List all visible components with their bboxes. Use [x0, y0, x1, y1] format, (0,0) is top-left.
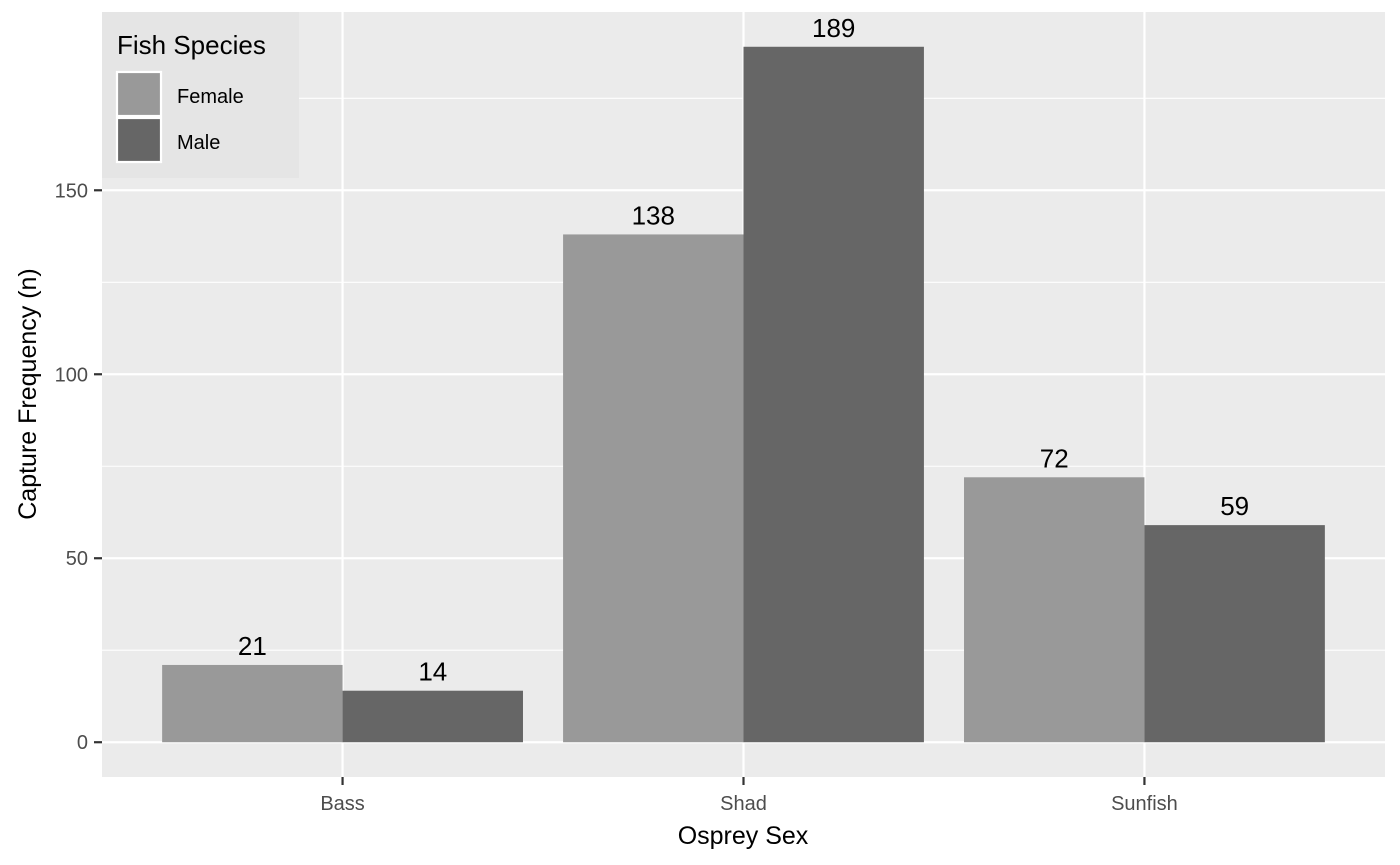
bar-sunfish-male	[1144, 525, 1325, 743]
legend-label-male: Male	[177, 132, 220, 154]
bar-shad-male	[743, 46, 924, 743]
bars	[162, 46, 1325, 743]
data-label-bass-female: 21	[238, 631, 267, 661]
legend-title: Fish Species	[117, 30, 266, 60]
data-label-sunfish-female: 72	[1040, 443, 1069, 473]
y-tick-label: 150	[55, 180, 88, 202]
legend-label-female: Female	[177, 86, 244, 108]
y-tick-label: 0	[77, 732, 88, 754]
y-axis: 0 50 100 150	[55, 180, 102, 754]
data-labels: 21 14 138 189 72 59	[238, 13, 1249, 687]
legend-key-female	[115, 70, 163, 118]
y-axis-title: Capture Frequency (n)	[14, 268, 42, 520]
x-tick-label-shad: Shad	[720, 793, 767, 815]
x-axis: Bass Shad Sunfish	[320, 777, 1178, 815]
data-label-sunfish-male: 59	[1220, 491, 1249, 521]
legend-key-male	[115, 116, 163, 164]
y-tick-label: 100	[55, 364, 88, 386]
data-label-shad-male: 189	[812, 13, 855, 43]
bar-sunfish-female	[964, 477, 1145, 743]
bar-bass-male	[342, 690, 523, 743]
legend: Fish Species Female Male	[102, 12, 299, 178]
data-label-shad-female: 138	[632, 200, 675, 230]
y-tick-label: 50	[66, 548, 88, 570]
x-tick-label-bass: Bass	[320, 793, 364, 815]
bar-shad-female	[563, 234, 744, 743]
x-axis-title: Osprey Sex	[678, 822, 809, 850]
bar-bass-female	[162, 664, 343, 743]
x-tick-label-sunfish: Sunfish	[1111, 793, 1178, 815]
data-label-bass-male: 14	[418, 657, 447, 687]
